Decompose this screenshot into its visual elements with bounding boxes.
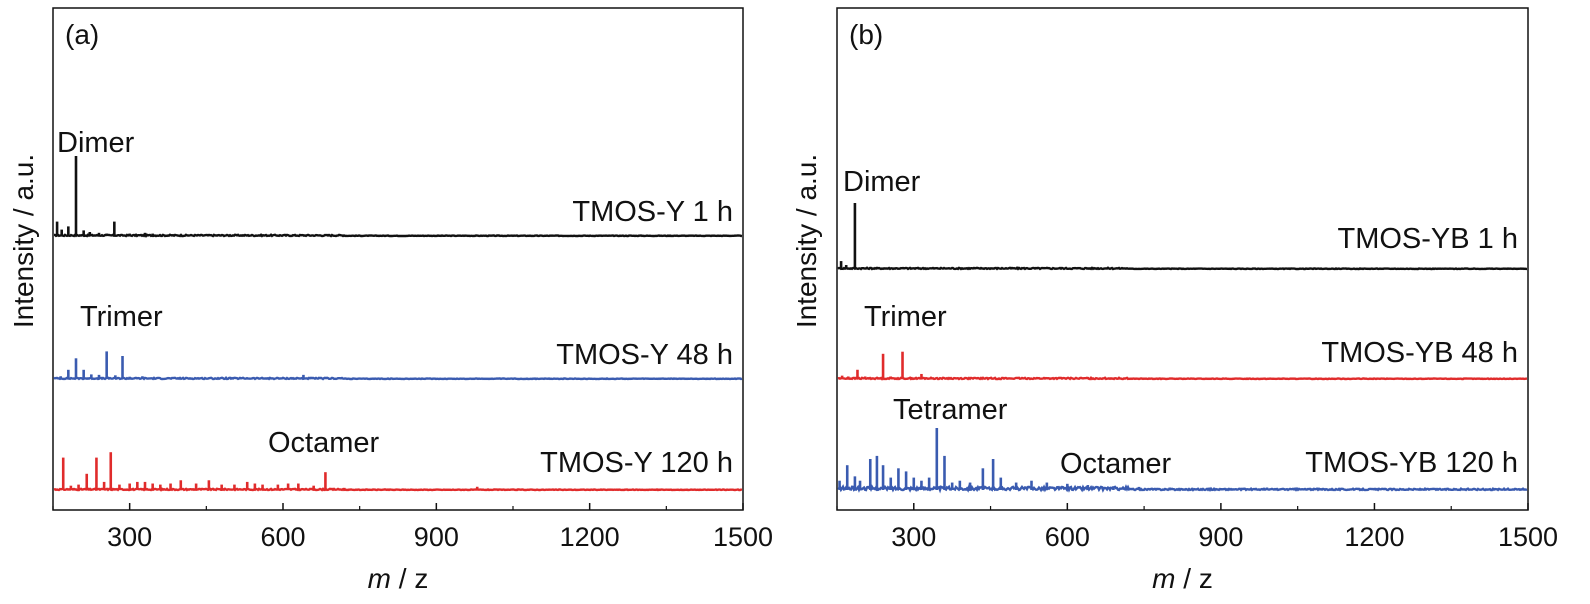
panel-tag: (a) [65,19,99,50]
x-tick-label: 600 [260,522,305,552]
x-tick-label: 600 [1045,522,1090,552]
y-axis-title: Intensity / a.u. [8,154,39,328]
series-label: TMOS-YB 1 h [1338,223,1519,255]
peak-annotation: Octamer [268,427,380,459]
series-label: TMOS-YB 120 h [1305,447,1518,479]
x-tick-label: 1500 [713,522,773,552]
x-axis-title: m / z [368,563,429,594]
series-label: TMOS-Y 120 h [540,447,733,479]
x-axis-title: m / z [1152,563,1213,594]
x-tick-label: 1500 [1498,522,1558,552]
peak-annotation: Dimer [57,127,135,159]
x-tick-label: 1200 [1344,522,1404,552]
plot-frame [52,7,744,511]
x-axis-title-rest: / z [391,563,428,594]
x-axis-title-italic: m [1152,563,1175,594]
x-tick-label: 900 [1198,522,1243,552]
panel-a: 300 600 900 1200 1500 m / z Intensity / a.u. (a… [8,7,773,594]
series-label: TMOS-YB 48 h [1321,337,1518,369]
peak-annotation: Dimer [843,166,921,198]
x-tick-label: 1200 [560,522,620,552]
x-axis-title-italic: m [368,563,391,594]
series-label: TMOS-Y 48 h [556,339,733,371]
peak-annotation: Tetramer [893,394,1008,426]
series-line-1 [837,375,1528,381]
panel-tag: (b) [849,19,883,50]
x-tick-label: 900 [414,522,459,552]
x-tick-label: 300 [107,522,152,552]
series-line-2 [837,483,1528,494]
y-axis-title: Intensity / a.u. [791,154,822,328]
series-line-0 [837,266,1527,271]
plot-frame [836,7,1529,511]
peak-annotation: Octamer [1060,448,1172,480]
panel-b: 300 600 900 1200 1500 m / z Intensity / a.u. (b… [791,7,1558,594]
series-line-0 [54,232,743,238]
series-label: TMOS-Y 1 h [572,196,733,228]
x-axis-title-rest: / z [1175,563,1212,594]
series-line-1 [53,376,743,381]
peak-annotation: Trimer [864,301,947,333]
series-line-2 [53,487,743,492]
peak-annotation: Trimer [80,301,163,333]
x-tick-label: 300 [891,522,936,552]
